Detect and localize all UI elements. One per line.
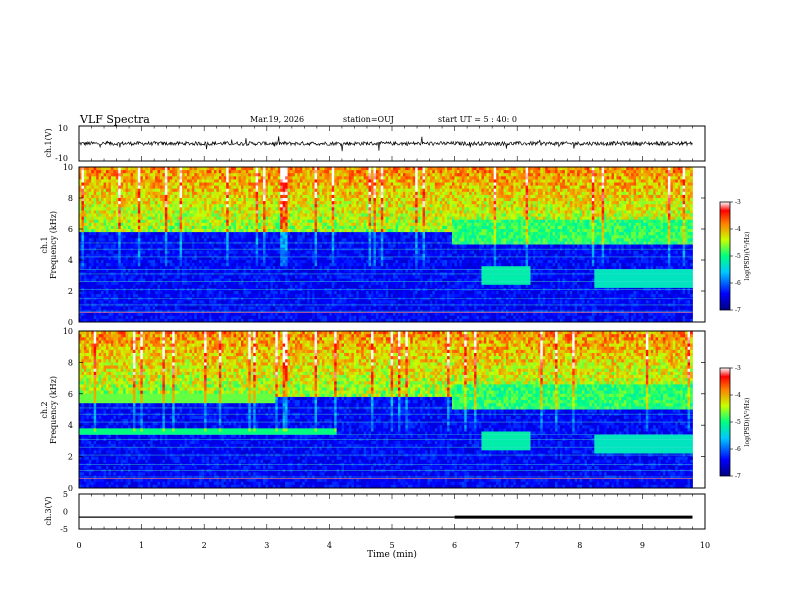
ch3-frame xyxy=(79,494,705,529)
y-tick-label: 10 xyxy=(63,327,73,336)
ch2-colorbar-ticks: -3 -4 -5 -6 -7 xyxy=(730,365,741,480)
colorbar-tick-label: -6 xyxy=(735,280,741,287)
x-tick-label: 6 xyxy=(452,541,457,550)
x-tick-label: 7 xyxy=(515,541,520,550)
colorbar-tick-label: -7 xyxy=(735,473,741,480)
y-tick-label: 4 xyxy=(68,256,73,265)
ch2-colorbar xyxy=(720,368,730,476)
ch3-ylabel: ch.3(V) xyxy=(44,496,53,525)
x-tick-label: 5 xyxy=(389,541,394,550)
y-tick-label: 8 xyxy=(68,358,73,367)
vlf-spectra-figure: 10 -10 ch.1(V) 0246810 ch.1 Frequency (k… xyxy=(0,0,792,612)
ch2-colorbar-label: log(PSD)(V²/Hz) xyxy=(744,398,751,447)
ch1-colorbar-label: log(PSD)(V²/Hz) xyxy=(744,232,751,281)
x-tick-label: 10 xyxy=(700,541,710,550)
y-tick-label: 6 xyxy=(68,225,73,234)
ch2-spectrogram-image xyxy=(79,331,693,488)
x-tick-label: 2 xyxy=(202,541,207,550)
ch1-spectrogram-image xyxy=(79,167,693,322)
y-tick-label: 6 xyxy=(68,390,73,399)
ch2-channel-label: ch.2 xyxy=(40,401,49,418)
colorbar-tick-label: -7 xyxy=(735,307,741,314)
y-tick-label: 0 xyxy=(68,318,73,327)
ch3-ytick-label: 0 xyxy=(63,508,68,517)
colorbar-tick-label: -6 xyxy=(735,446,741,453)
x-tick-label: 1 xyxy=(139,541,144,550)
ch1-colorbar xyxy=(720,202,730,310)
ch3-ytick-label: 5 xyxy=(63,490,68,499)
ch3-ytick-label: -5 xyxy=(60,525,68,534)
colorbar-tick-label: -4 xyxy=(735,226,741,233)
x-tick-labels: 0 1 2 3 4 5 6 7 8 9 10 xyxy=(76,541,710,550)
y-tick-label: 10 xyxy=(63,163,73,172)
ch1-ytick-min: -10 xyxy=(55,154,68,163)
x-tick-label: 9 xyxy=(640,541,645,550)
ch1-colorbar-ticks: -3 -4 -5 -6 -7 xyxy=(730,199,741,314)
x-axis-label: Time (min) xyxy=(367,549,417,560)
colorbar-tick-label: -3 xyxy=(735,199,741,206)
x-tick-label: 0 xyxy=(76,541,81,550)
colorbar-tick-label: -4 xyxy=(735,392,741,399)
y-tick-label: 2 xyxy=(68,453,73,462)
ch1-channel-label: ch.1 xyxy=(40,236,49,253)
ch1-freq-label: Frequency (kHz) xyxy=(49,211,58,279)
ch3-panel: 5 0 -5 ch.3(V) 0 1 2 3 4 5 6 7 8 9 10 Time (min) xyxy=(44,490,710,560)
ch1-waveform-panel: 10 -10 ch.1(V) xyxy=(44,124,705,163)
ch2-freq-label: Frequency (kHz) xyxy=(49,376,58,444)
colorbar-tick-label: -5 xyxy=(735,419,741,426)
ch1-waveform-ylabel: ch.1(V) xyxy=(44,128,53,157)
x-tick-label: 3 xyxy=(264,541,269,550)
y-tick-label: 0 xyxy=(68,484,73,493)
colorbar-tick-label: -3 xyxy=(735,365,741,372)
y-tick-label: 4 xyxy=(68,421,73,430)
y-tick-label: 2 xyxy=(68,287,73,296)
y-tick-label: 8 xyxy=(68,194,73,203)
colorbar-tick-label: -5 xyxy=(735,253,741,260)
x-tick-label: 8 xyxy=(577,541,582,550)
ch1-ytick-max: 10 xyxy=(58,124,68,133)
x-tick-label: 4 xyxy=(327,541,332,550)
